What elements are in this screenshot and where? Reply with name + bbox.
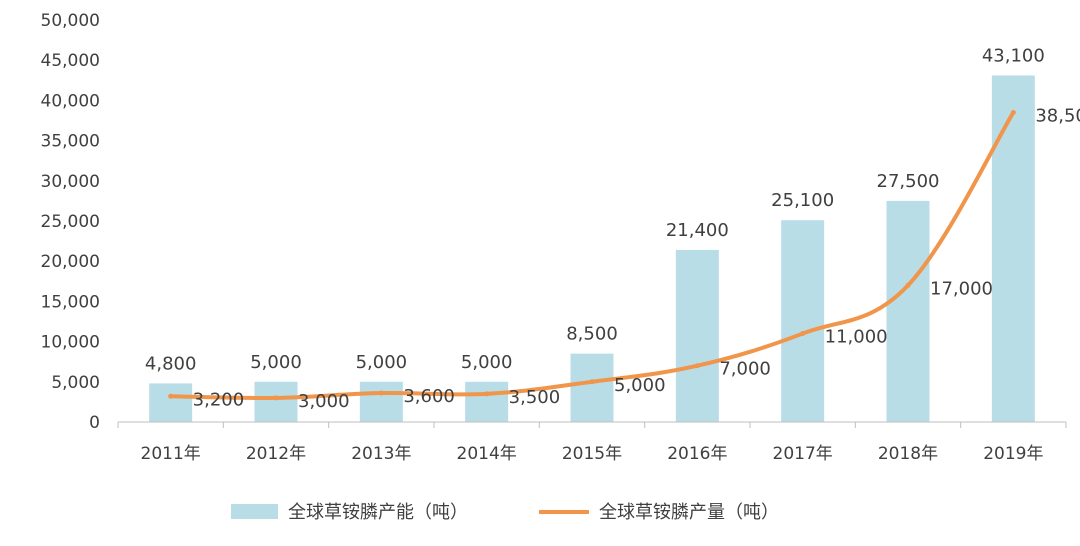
line-data-labels: 3,200 3,000 3,600 3,500 5,000 7,000 11,000 17,0…	[193, 105, 1080, 411]
x-tick-label: 2017年	[773, 444, 833, 464]
line-data-label: 7,000	[719, 359, 771, 380]
bar-data-label: 5,000	[356, 352, 408, 373]
y-tick-label: 20,000	[41, 252, 100, 272]
y-tick-label: 30,000	[41, 172, 100, 192]
bar	[570, 353, 614, 422]
x-tick-label: 2016年	[667, 444, 727, 464]
legend-label-capacity: 全球草铵膦产能（吨）	[288, 502, 468, 523]
line-point	[378, 390, 384, 396]
bar	[675, 249, 719, 422]
line-data-label: 3,200	[193, 389, 245, 410]
line-data-label: 11,000	[825, 327, 888, 348]
bar	[465, 381, 509, 422]
y-tick-label: 10,000	[41, 333, 100, 353]
line-point	[589, 379, 595, 385]
line-data-label: 5,000	[614, 375, 666, 396]
bar	[886, 200, 930, 422]
x-tick-label: 2011年	[141, 444, 201, 464]
line-point	[905, 282, 911, 288]
bar-data-labels: 4,800 5,000 5,000 5,000 8,500 21,400 25,100 27,…	[145, 45, 1045, 374]
bar-data-label: 5,000	[461, 352, 513, 373]
y-tick-label: 35,000	[41, 132, 100, 152]
y-tick-label: 45,000	[41, 51, 100, 71]
line-data-label: 38,500	[1035, 105, 1080, 126]
bar-data-label: 5,000	[250, 352, 302, 373]
bar	[254, 381, 298, 422]
line-point	[800, 331, 806, 337]
bar-data-label: 27,500	[877, 171, 940, 192]
bar-data-label: 25,100	[771, 190, 834, 211]
x-tick-label: 2014年	[457, 444, 517, 464]
line-point	[273, 395, 279, 401]
bar	[781, 220, 825, 422]
bar	[149, 383, 193, 422]
legend-label-output: 全球草铵膦产量（吨）	[599, 502, 779, 523]
y-tick-label: 25,000	[41, 212, 100, 232]
y-tick-label: 0	[89, 413, 100, 433]
x-axis: 2011年 2012年 2013年 2014年 2015年 2016年 2017年 2018年…	[117, 421, 1067, 464]
x-tick-label: 2015年	[562, 444, 622, 464]
bar-data-label: 4,800	[145, 353, 197, 374]
legend: 全球草铵膦产能（吨） 全球草铵膦产量（吨）	[231, 502, 779, 523]
x-tick-label: 2013年	[351, 444, 411, 464]
x-tick-label: 2018年	[878, 444, 938, 464]
line-point	[694, 363, 700, 369]
y-tick-label: 50,000	[41, 11, 100, 31]
line-data-label: 17,000	[930, 278, 993, 299]
bar	[991, 75, 1035, 422]
bar-data-label: 21,400	[666, 220, 729, 241]
line-point	[1010, 109, 1016, 115]
legend-swatch-capacity	[231, 504, 278, 519]
bar-series	[149, 75, 1035, 422]
y-tick-label: 5,000	[51, 373, 100, 393]
y-tick-label: 40,000	[41, 91, 100, 111]
line-data-label: 3,500	[509, 387, 561, 408]
line-data-label: 3,000	[298, 391, 350, 412]
line-point	[168, 393, 174, 399]
y-axis: 0 5,000 10,000 15,000 20,000 25,000 30,000 35,0…	[41, 11, 100, 433]
bar-data-label: 43,100	[982, 45, 1045, 66]
line-point	[484, 391, 490, 397]
line-series	[168, 109, 1016, 401]
bar-data-label: 8,500	[566, 324, 618, 345]
bar	[359, 381, 403, 422]
x-tick-label: 2012年	[246, 444, 306, 464]
y-tick-label: 15,000	[41, 292, 100, 312]
line-data-label: 3,600	[403, 386, 455, 407]
x-tick-label: 2019年	[983, 444, 1043, 464]
